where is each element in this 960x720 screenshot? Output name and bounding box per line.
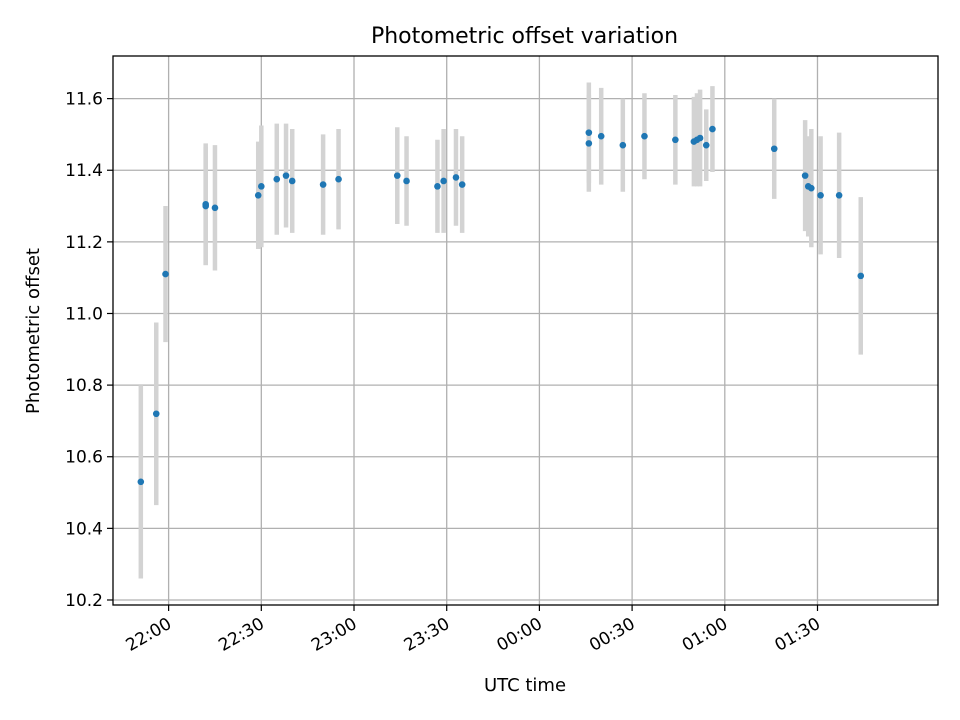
y-tick-label: 11.6: [65, 90, 103, 110]
plot-frame: [112, 55, 939, 606]
data-point: [288, 177, 296, 185]
y-tick-label: 11.2: [65, 233, 103, 253]
data-point: [835, 192, 843, 199]
data-point: [393, 172, 401, 179]
chart-title: Photometric offset variation: [371, 24, 678, 49]
y-tick-label: 10.2: [65, 591, 103, 611]
y-tick-label: 10.4: [65, 519, 103, 539]
data-point: [672, 136, 679, 144]
y-tick-label: 10.8: [65, 376, 103, 396]
data-point: [619, 141, 627, 149]
data-point: [641, 132, 648, 140]
data-point: [137, 478, 145, 486]
data-point: [702, 141, 710, 149]
y-axis-ticks: 10.2 10.4 10.6 10.8 11.0 11.2 11.4 11.6: [65, 90, 113, 611]
data-point: [403, 177, 410, 185]
data-point: [452, 174, 460, 181]
data-point: [282, 172, 290, 179]
data-point: [254, 192, 262, 199]
data-point: [319, 181, 327, 188]
data-point: [696, 134, 704, 142]
data-point: [801, 172, 809, 179]
y-tick-label: 10.6: [65, 448, 103, 468]
data-point: [597, 132, 605, 140]
data-point: [440, 177, 447, 185]
data-point: [458, 181, 466, 188]
data-points: [137, 125, 865, 486]
grid: [113, 56, 938, 605]
data-point: [162, 270, 169, 278]
y-tick-label: 11.0: [65, 304, 103, 324]
data-point: [202, 202, 209, 210]
data-point: [709, 125, 716, 133]
y-axis-label: Photometric offset: [23, 248, 44, 414]
data-point: [857, 272, 865, 280]
data-point: [770, 145, 778, 153]
x-axis-label: UTC time: [484, 675, 566, 696]
data-point: [211, 204, 219, 212]
data-point: [808, 184, 815, 192]
y-tick-label: 11.4: [65, 161, 103, 181]
data-point: [585, 140, 593, 147]
data-point: [152, 410, 160, 418]
data-point: [258, 183, 265, 190]
data-point: [585, 129, 593, 136]
data-point: [273, 175, 281, 183]
data-point: [817, 192, 824, 199]
data-point: [434, 183, 441, 190]
data-point: [335, 175, 342, 183]
